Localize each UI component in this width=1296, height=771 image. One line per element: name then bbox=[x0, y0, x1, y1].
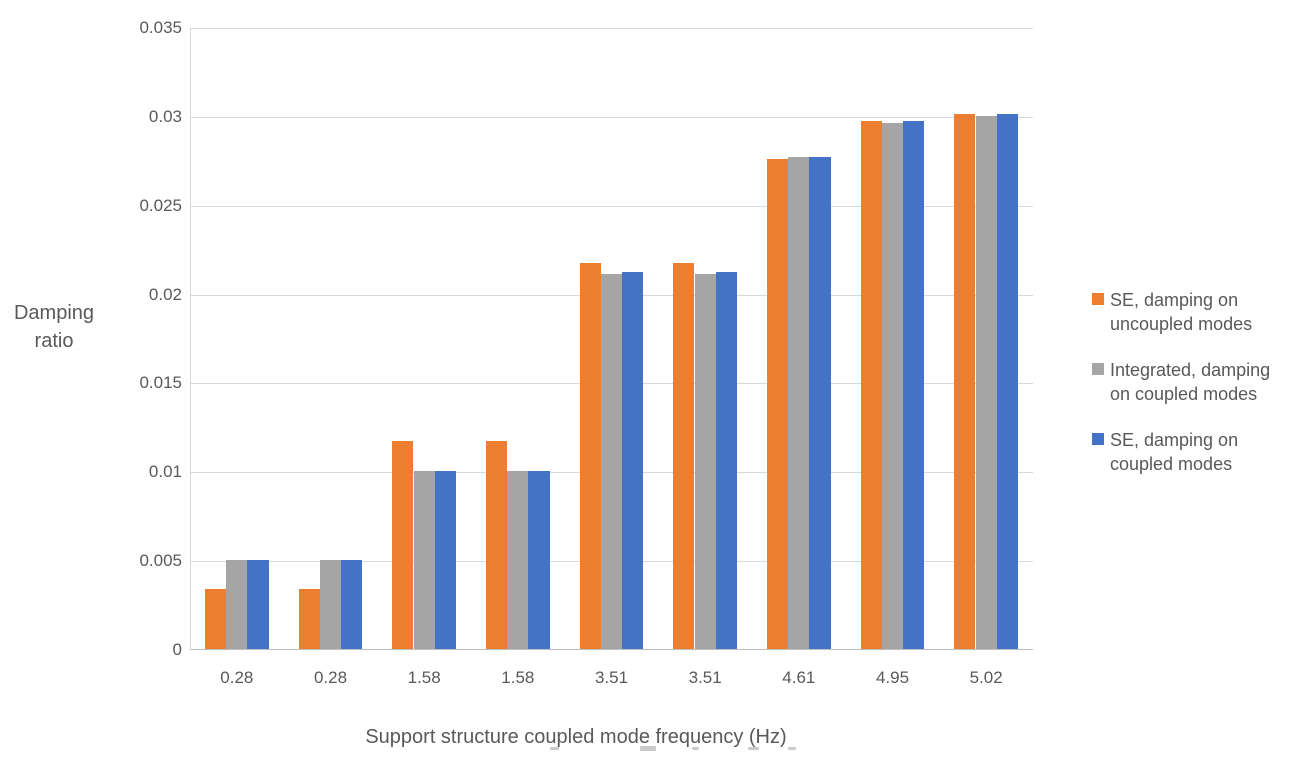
legend-label: SE, damping on coupled modes bbox=[1110, 430, 1239, 474]
bar-series3-group6 bbox=[715, 272, 738, 649]
bar-series3-group2 bbox=[341, 560, 363, 649]
legend-swatch-icon bbox=[1092, 293, 1104, 305]
bar-series2-group4 bbox=[507, 471, 529, 649]
bar-series3-group8 bbox=[903, 121, 925, 649]
x-tick-label: 3.51 bbox=[688, 668, 722, 687]
bar-series3-group7 bbox=[809, 156, 831, 649]
bar-series1-group6 bbox=[673, 263, 695, 649]
legend-swatch-icon bbox=[1092, 363, 1104, 375]
legend: SE, damping on uncoupled modes Integrated,… bbox=[1092, 288, 1292, 476]
bar-series1-group4 bbox=[485, 441, 508, 649]
bar-series2-group9 bbox=[975, 115, 997, 649]
gridline bbox=[190, 116, 1033, 118]
y-tick-label: 0.015 bbox=[139, 373, 182, 393]
y-tick-label: 0.005 bbox=[139, 551, 182, 571]
bar-series3-group1 bbox=[247, 560, 269, 649]
bar-series1-group2 bbox=[298, 588, 320, 649]
legend-item-2: Integrated, damping on coupled modes bbox=[1092, 358, 1292, 406]
x-tick-label: 1.58 bbox=[501, 668, 535, 687]
x-tick-label: 5.02 bbox=[969, 668, 1003, 687]
bar-series2-group1 bbox=[226, 560, 248, 649]
x-tick-label: 0.28 bbox=[313, 668, 348, 687]
y-tick-label: 0.035 bbox=[139, 18, 182, 37]
bar-series1-group3 bbox=[392, 441, 414, 649]
bar-series1-group1 bbox=[204, 588, 227, 649]
bar-series2-group8 bbox=[881, 122, 904, 649]
y-tick-label: 0 bbox=[172, 640, 182, 659]
plot-area bbox=[190, 28, 1033, 650]
y-axis-title-line1: Damping bbox=[13, 302, 95, 324]
bar-series1-group8 bbox=[860, 121, 882, 649]
bar-series3-group3 bbox=[434, 471, 457, 649]
legend-item-3: SE, damping on coupled modes bbox=[1092, 428, 1292, 476]
bar-series2-group3 bbox=[413, 471, 435, 649]
bar-series1-group7 bbox=[766, 158, 789, 649]
y-tick-label: 0.02 bbox=[148, 284, 182, 304]
x-tick-label: 3.51 bbox=[594, 668, 629, 687]
x-tick-label: 1.58 bbox=[407, 668, 441, 687]
cropped-text-artifact bbox=[540, 744, 820, 754]
bar-series2-group5 bbox=[600, 274, 623, 649]
x-axis-line bbox=[190, 649, 1033, 650]
legend-swatch-icon bbox=[1092, 433, 1104, 445]
bar-series2-group7 bbox=[788, 156, 810, 649]
bar-series2-group6 bbox=[694, 274, 716, 649]
gridline bbox=[190, 205, 1033, 207]
bar-series3-group9 bbox=[996, 114, 1019, 649]
bar-series1-group9 bbox=[954, 114, 976, 649]
bar-series3-group5 bbox=[622, 272, 644, 649]
x-tick-label: 4.95 bbox=[875, 668, 910, 687]
bar-series2-group2 bbox=[319, 560, 342, 649]
bar-series3-group4 bbox=[528, 471, 550, 649]
y-tick-label: 0.03 bbox=[148, 106, 182, 126]
gridline bbox=[190, 28, 1033, 29]
bar-series1-group5 bbox=[579, 263, 601, 649]
x-tick-label: 0.28 bbox=[220, 668, 254, 687]
x-axis-title: Support structure coupled mode frequency… bbox=[365, 726, 787, 748]
y-tick-label: 0.025 bbox=[139, 195, 182, 215]
legend-label: SE, damping on uncoupled modes bbox=[1110, 290, 1253, 334]
legend-label: Integrated, damping on coupled modes bbox=[1110, 360, 1271, 404]
x-tick-label: 4.61 bbox=[782, 668, 816, 687]
y-axis-title-line2: ratio bbox=[34, 330, 74, 352]
y-tick-label: 0.01 bbox=[148, 462, 182, 482]
legend-item-1: SE, damping on uncoupled modes bbox=[1092, 288, 1292, 336]
y-axis-line bbox=[190, 28, 191, 650]
y-axis-title: Damping ratio bbox=[8, 299, 100, 355]
